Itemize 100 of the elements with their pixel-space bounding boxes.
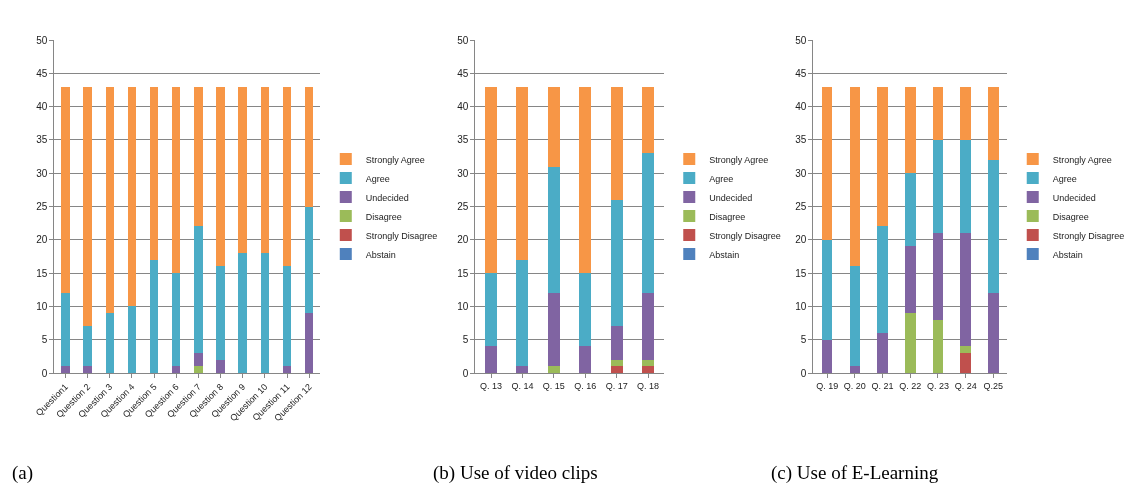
bar <box>579 86 592 274</box>
bar <box>83 86 92 327</box>
bar <box>61 366 70 373</box>
bar <box>960 353 971 373</box>
bar <box>171 366 181 373</box>
y-tick-label: 30 <box>457 167 469 179</box>
bar <box>61 293 70 367</box>
bar <box>149 86 159 260</box>
y-tick-label: 45 <box>457 67 469 79</box>
y-tick-label: 0 <box>462 367 469 379</box>
bar <box>849 266 861 367</box>
bar <box>547 86 560 167</box>
bar <box>960 233 971 347</box>
bar <box>547 366 560 373</box>
y-tick-label: 0 <box>41 367 48 379</box>
y-tick-label: 25 <box>795 201 807 212</box>
bar <box>988 159 999 294</box>
bar <box>877 86 888 227</box>
text: (c) Use of E-Learning <box>771 462 939 483</box>
bar <box>960 86 971 140</box>
y-tick-label: 25 <box>457 201 469 212</box>
bar <box>579 346 592 373</box>
legend-label: Abstain <box>365 249 396 260</box>
y-tick-label: 45 <box>795 67 807 79</box>
bar <box>877 333 888 373</box>
y-tick-label: 10 <box>795 300 807 312</box>
y-tick-label: 5 <box>41 334 48 346</box>
bar <box>821 239 833 340</box>
bar <box>877 226 888 334</box>
bar <box>642 153 654 294</box>
bar <box>238 86 247 254</box>
bar <box>149 259 159 373</box>
bar <box>610 326 623 360</box>
y-tick-label: 35 <box>457 134 469 146</box>
legend-label: Abstain <box>1052 249 1083 260</box>
text: (a) <box>12 462 34 483</box>
bar <box>485 346 498 373</box>
bar <box>821 86 833 240</box>
bar <box>216 266 225 360</box>
bar <box>516 259 529 367</box>
legend-label: Agree <box>709 173 734 184</box>
bar <box>642 366 654 373</box>
bar <box>282 266 292 367</box>
bar <box>988 86 999 160</box>
bar <box>194 86 203 227</box>
bar <box>960 346 971 354</box>
y-tick-label: 10 <box>457 300 469 312</box>
legend-label: Strongly Disagree <box>365 230 438 241</box>
bar <box>238 253 247 373</box>
bar <box>642 359 654 367</box>
bar <box>194 366 203 373</box>
bar <box>282 366 292 373</box>
legend-label: Strongly Agree <box>365 154 425 165</box>
y-tick-label: 20 <box>36 234 48 246</box>
bar <box>988 293 999 373</box>
y-tick-label: 15 <box>457 267 469 279</box>
bar <box>105 86 114 314</box>
y-tick-label: 0 <box>800 367 807 379</box>
text: (b) Use of video clips <box>433 462 598 483</box>
bar <box>904 246 916 314</box>
bar <box>216 86 225 267</box>
bar <box>610 86 623 200</box>
bar <box>127 86 137 307</box>
y-tick-label: 15 <box>795 267 807 279</box>
bar <box>904 86 916 174</box>
y-tick-label: 10 <box>36 300 48 312</box>
bar <box>904 313 916 373</box>
y-tick-label: 40 <box>457 101 469 113</box>
legend-label: Abstain <box>709 249 740 260</box>
legend-label: Strongly Disagree <box>1052 230 1125 241</box>
bar <box>821 339 833 373</box>
bar <box>932 86 944 140</box>
bar <box>610 199 623 327</box>
y-tick-label: 30 <box>795 167 807 179</box>
y-tick-label: 5 <box>462 334 469 346</box>
y-tick-label: 40 <box>36 101 48 113</box>
bar <box>127 306 137 373</box>
bar <box>849 86 861 267</box>
bar <box>260 253 270 373</box>
legend-label: Strongly Agree <box>709 154 769 165</box>
bar <box>304 206 314 314</box>
bar <box>610 366 623 373</box>
bar <box>485 86 498 274</box>
bar <box>642 293 654 360</box>
bar <box>304 86 314 207</box>
y-tick-label: 20 <box>795 234 807 246</box>
legend-label: Agree <box>365 173 390 184</box>
y-tick-label: 50 <box>36 34 48 46</box>
x-tick-label: Q. 18 <box>637 380 660 391</box>
legend-label: Undecided <box>365 192 409 203</box>
bar <box>194 226 203 354</box>
bar <box>960 139 971 234</box>
x-tick-label: Q.25 <box>983 380 1004 391</box>
bar <box>83 326 92 367</box>
y-tick-label: 40 <box>795 101 807 113</box>
bar <box>171 273 181 367</box>
bar <box>932 319 944 373</box>
y-tick-label: 45 <box>36 67 48 79</box>
bar <box>260 86 270 254</box>
bar <box>194 353 203 367</box>
